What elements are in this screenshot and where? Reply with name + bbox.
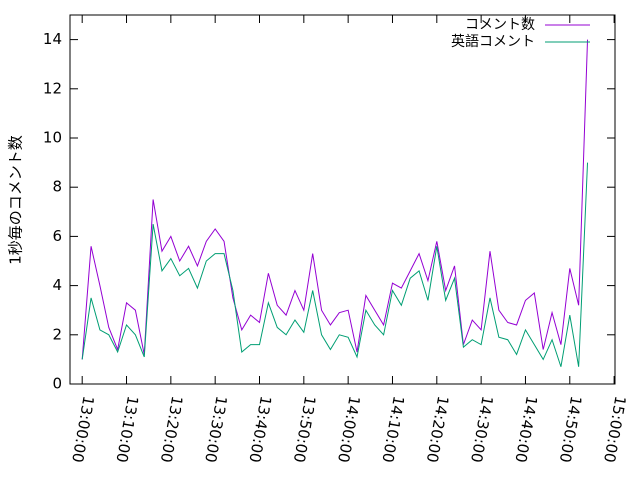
x-tick-label: 13:40:00 xyxy=(245,395,274,464)
legend-label: コメント数 xyxy=(465,17,535,33)
y-tick-label: 4 xyxy=(52,276,62,294)
x-tick-label: 14:50:00 xyxy=(556,395,585,464)
x-tick-label: 14:40:00 xyxy=(511,395,540,464)
x-tick-label: 14:10:00 xyxy=(378,395,407,464)
x-tick-label: 13:30:00 xyxy=(201,395,230,464)
legend-label: 英語コメント xyxy=(451,33,535,50)
x-tick-label: 13:20:00 xyxy=(157,395,186,464)
y-tick-label: 8 xyxy=(52,178,62,196)
series-line xyxy=(81,162,589,367)
x-tick-label: 13:00:00 xyxy=(68,395,97,464)
y-tick-label: 14 xyxy=(43,30,62,48)
y-axis-label: 1秒毎のコメント数 xyxy=(7,135,25,265)
x-tick-label: 14:00:00 xyxy=(334,395,363,464)
y-tick-label: 2 xyxy=(52,325,62,343)
y-tick-label: 6 xyxy=(52,227,62,245)
plot-border xyxy=(69,14,616,385)
x-tick-label: 13:50:00 xyxy=(290,395,319,464)
x-tick-label: 15:00:00 xyxy=(600,395,629,464)
y-tick-label: 0 xyxy=(52,375,62,393)
y-tick-label: 12 xyxy=(43,79,62,97)
x-tick-label: 14:20:00 xyxy=(423,395,452,464)
x-tick-label: 13:10:00 xyxy=(112,395,141,464)
x-tick-label: 14:30:00 xyxy=(467,395,496,464)
series-line xyxy=(81,39,589,360)
y-tick-label: 10 xyxy=(43,129,62,147)
